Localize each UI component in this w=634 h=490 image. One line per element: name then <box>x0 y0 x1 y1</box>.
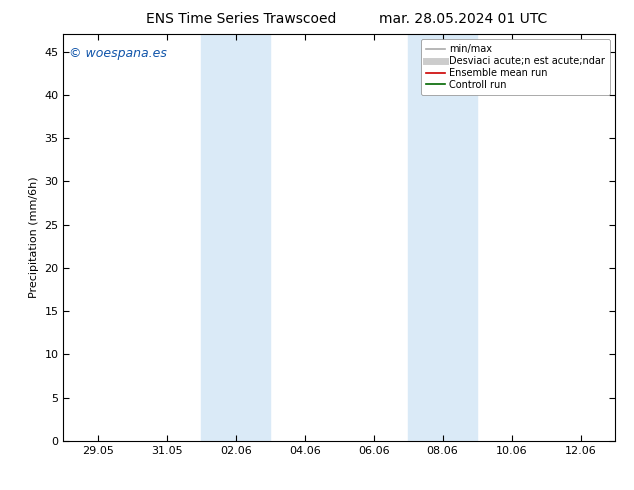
Text: ENS Time Series Trawscoed: ENS Time Series Trawscoed <box>146 12 336 26</box>
Legend: min/max, Desviaci acute;n est acute;ndar, Ensemble mean run, Controll run: min/max, Desviaci acute;n est acute;ndar… <box>421 39 610 95</box>
Text: © woespana.es: © woespana.es <box>69 47 167 59</box>
Bar <box>202 34 270 441</box>
Bar <box>408 34 477 441</box>
Text: mar. 28.05.2024 01 UTC: mar. 28.05.2024 01 UTC <box>378 12 547 26</box>
Y-axis label: Precipitation (mm/6h): Precipitation (mm/6h) <box>29 177 39 298</box>
